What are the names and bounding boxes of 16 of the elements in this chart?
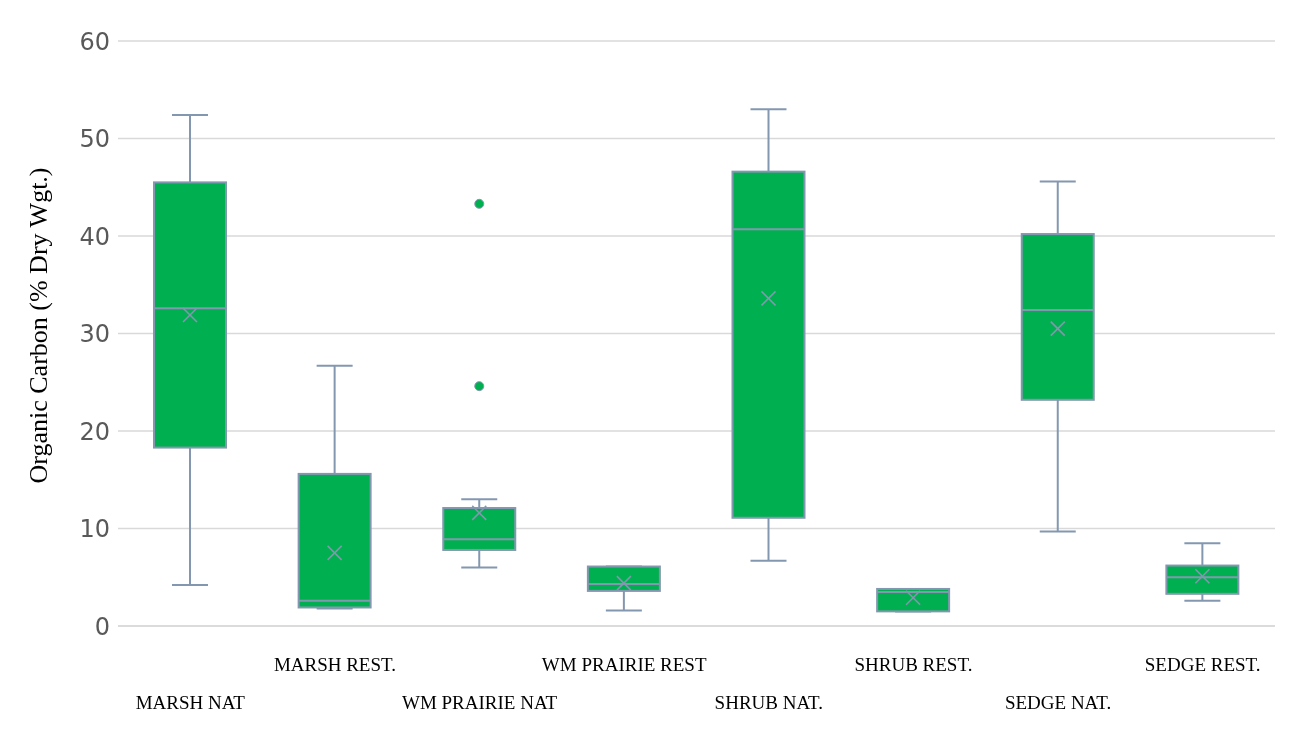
y-tick-label: 0: [94, 612, 110, 641]
x-tick-label: SEDGE NAT.: [1004, 692, 1112, 713]
y-tick-label: 50: [79, 125, 110, 154]
x-tick-label: SHRUB NAT.: [714, 692, 824, 713]
x-tick-label: SEDGE REST.: [1144, 654, 1261, 675]
x-tick-label: WM PRAIRIE NAT: [401, 692, 558, 713]
y-axis-title: Organic Carbon (% Dry Wgt.): [24, 167, 54, 484]
y-tick-label: 20: [79, 417, 110, 446]
y-tick-label: 40: [79, 222, 110, 251]
x-tick-label: WM PRAIRIE REST: [541, 654, 707, 675]
y-tick-label: 30: [79, 320, 110, 349]
y-tick-label: 10: [79, 515, 110, 544]
y-tick-label: 60: [79, 27, 110, 56]
x-tick-label: SHRUB REST.: [854, 654, 973, 675]
x-tick-label: MARSH REST.: [273, 654, 396, 675]
x-tick-label: MARSH NAT: [135, 692, 246, 713]
